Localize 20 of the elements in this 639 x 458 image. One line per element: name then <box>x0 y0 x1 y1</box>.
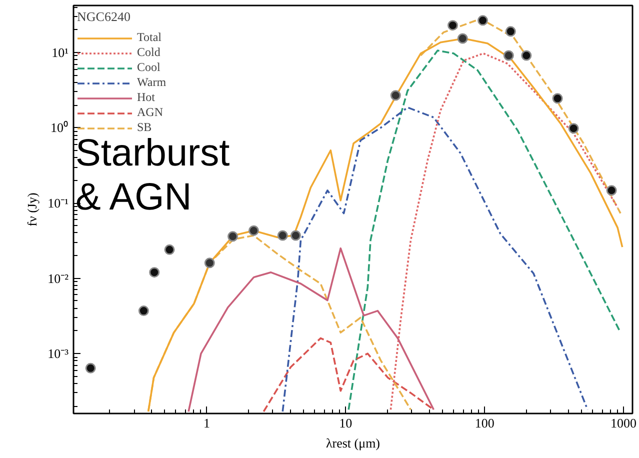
x-tick-label: 100 <box>474 416 494 430</box>
legend-label: AGN <box>137 105 163 120</box>
x-tick-label: 1 <box>203 416 210 430</box>
legend-label: Warm <box>137 75 166 90</box>
y-tick-label: 10⁻¹ <box>48 196 69 210</box>
x-axis-title: λrest (μm) <box>326 436 380 450</box>
legend-label: Hot <box>137 90 156 105</box>
legend-title: NGC6240 <box>77 9 132 25</box>
y-tick-label: 10⁰ <box>50 120 68 136</box>
y-tick-label: 10⁻² <box>48 270 69 286</box>
legend-label: Cold <box>137 45 160 60</box>
annotation: Starburst & AGN <box>76 132 230 218</box>
x-tick-label: 1000 <box>610 416 637 430</box>
y-tick-label: 10¹ <box>52 44 69 60</box>
x-tick-label: 10 <box>339 416 352 430</box>
legend-label: Cool <box>137 60 160 75</box>
legend-label: SB <box>137 120 153 135</box>
y-axis-title: fν (Jy) <box>24 192 40 226</box>
legend-label: Total <box>137 30 162 45</box>
y-tick-label: 10⁻³ <box>48 346 69 362</box>
